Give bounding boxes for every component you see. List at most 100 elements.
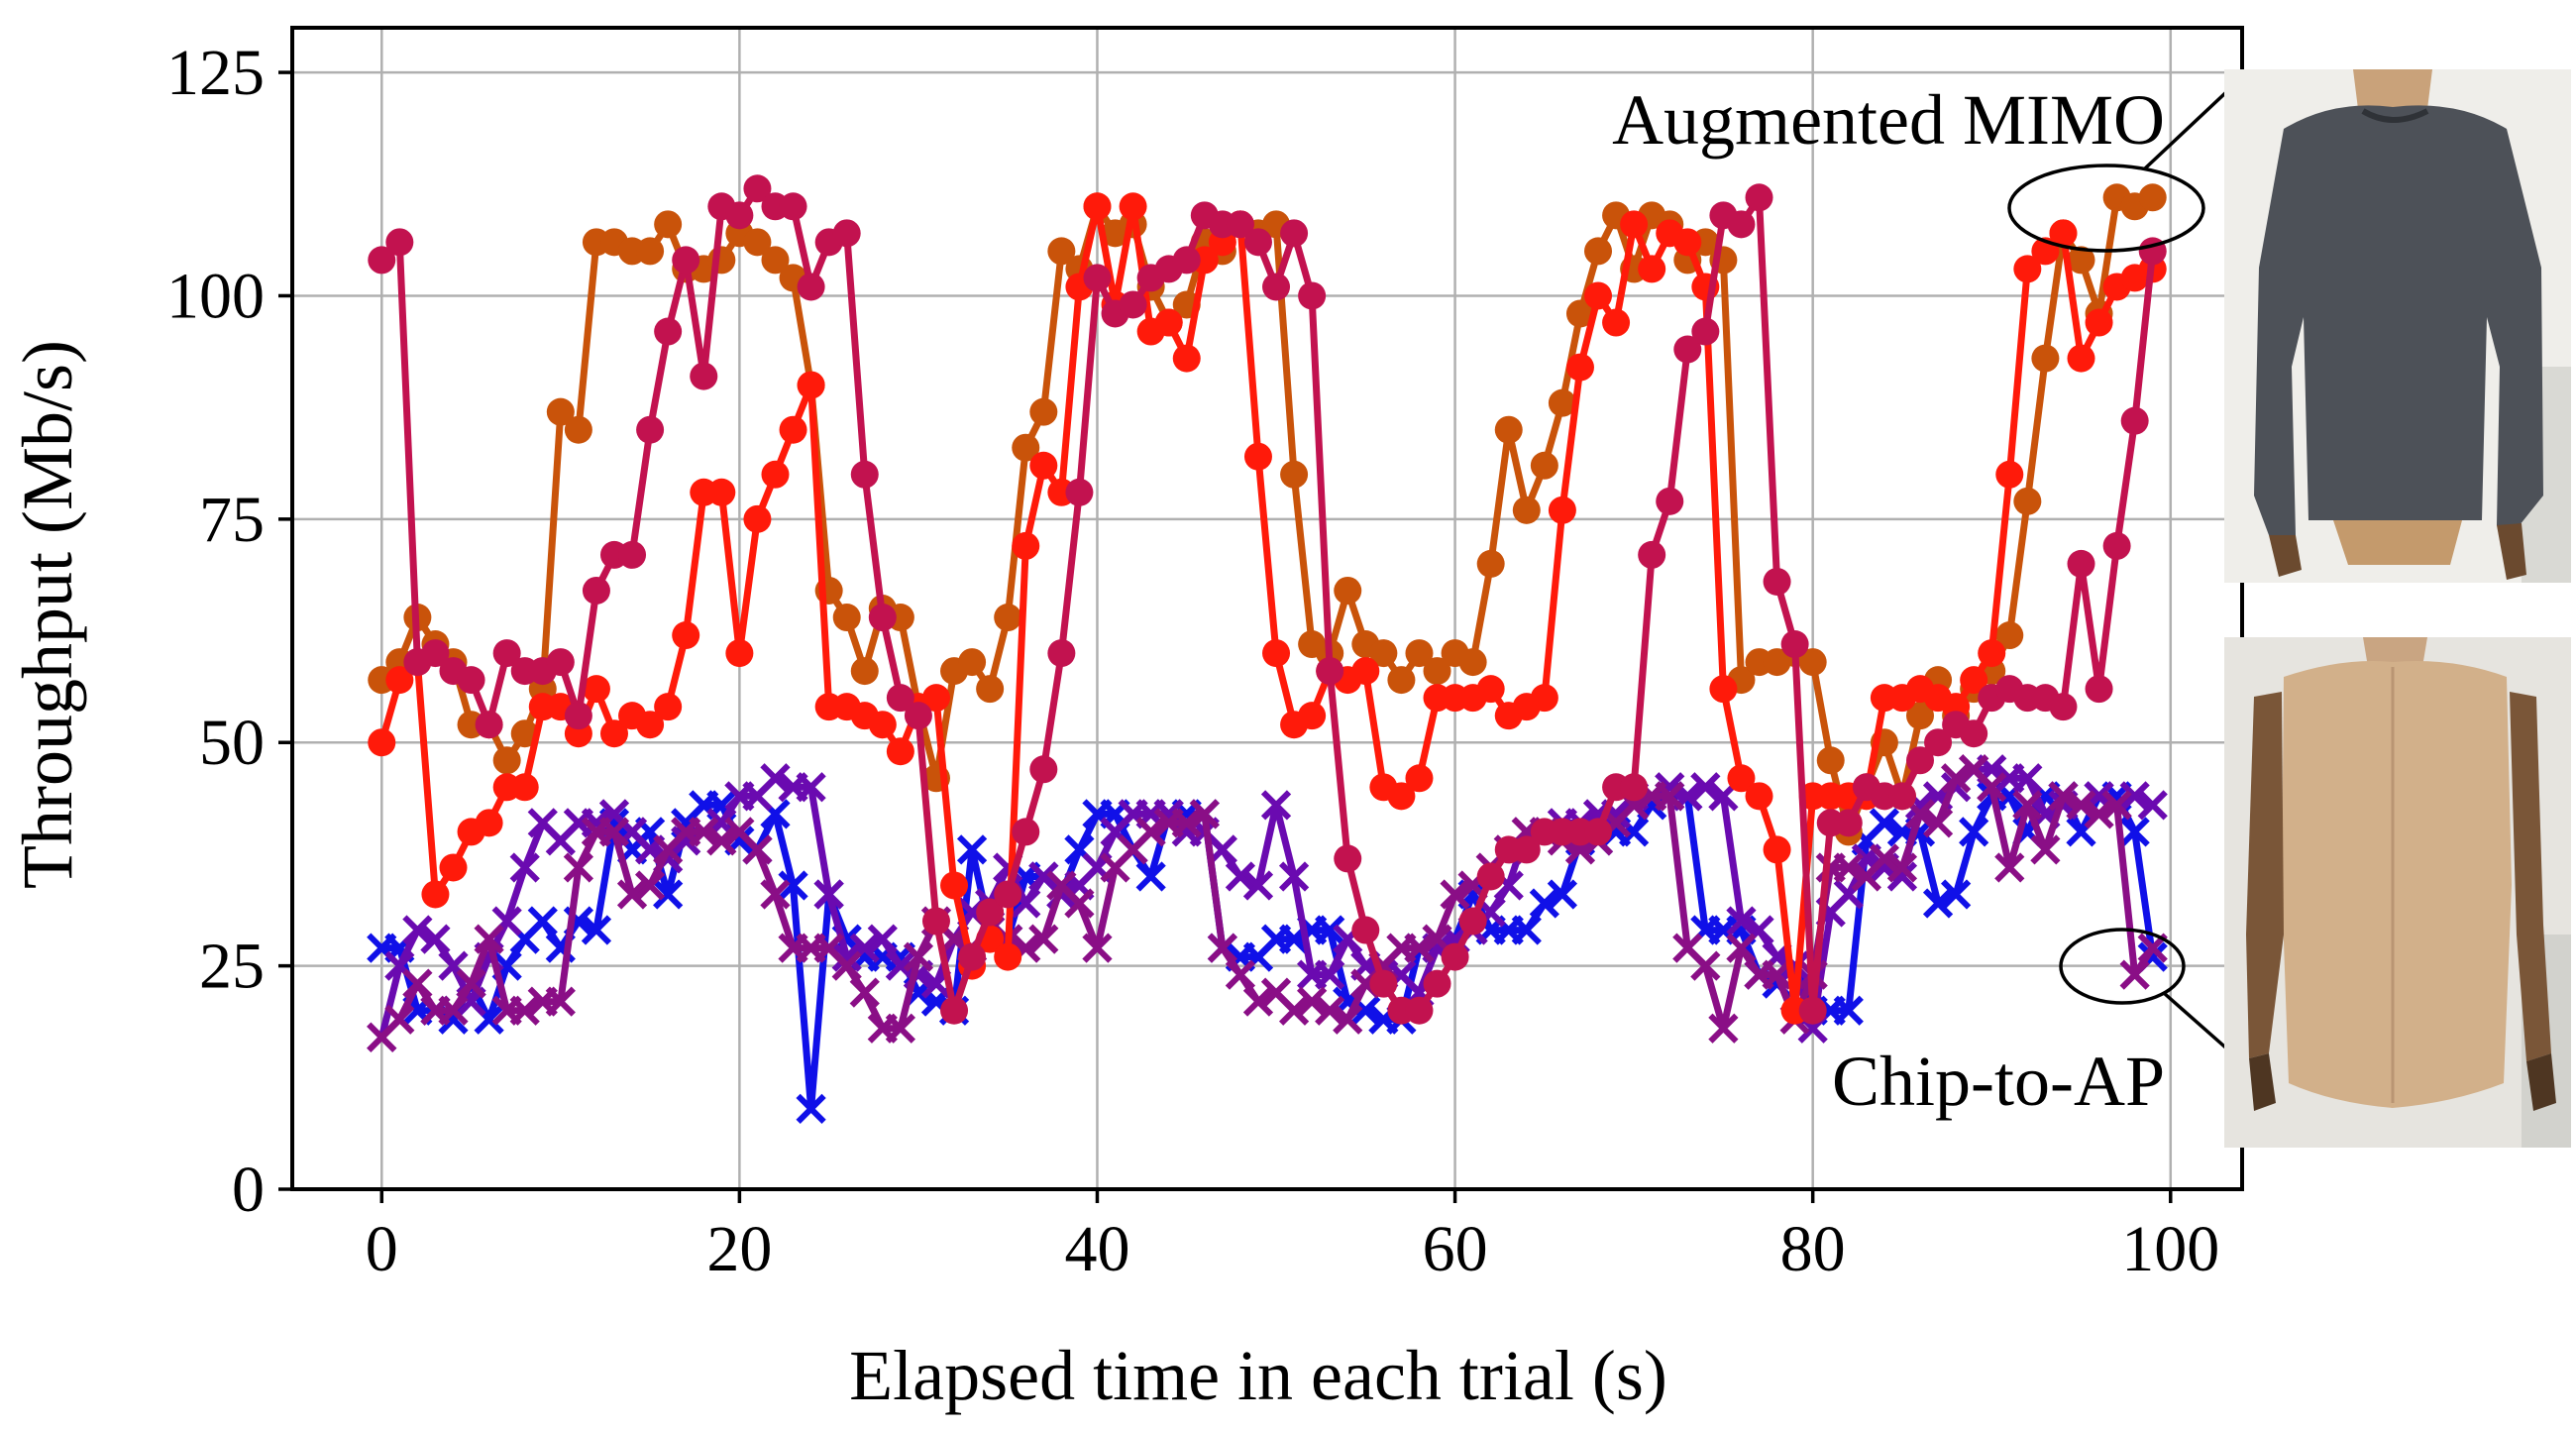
data-point (1530, 684, 1558, 713)
data-point (1977, 772, 2007, 803)
data-point (1529, 888, 1559, 919)
data-point (1189, 799, 1220, 829)
data-point (2119, 781, 2150, 812)
data-point (1690, 772, 1721, 803)
data-point (1816, 746, 1845, 775)
data-point (796, 772, 826, 803)
data-point (546, 648, 575, 677)
data-point (1726, 906, 1757, 937)
data-point (921, 907, 950, 936)
annotation-chip-to-ap-ellipse (2059, 928, 2186, 1005)
data-point (1315, 915, 1345, 945)
ticks: 0 20 40 60 80 100 0 25 50 75 100 125 (166, 37, 2219, 1285)
data-point (1994, 852, 2025, 883)
x-axis-title: Elapsed time in each trial (s) (849, 1336, 1667, 1415)
data-point (2101, 790, 2132, 821)
data-point (690, 362, 718, 390)
data-point (1476, 549, 1505, 578)
data-point (654, 317, 683, 346)
data-point (1423, 969, 1451, 998)
y-tick-label: 75 (199, 484, 265, 556)
data-point (1727, 764, 1756, 793)
data-point (1656, 487, 1684, 515)
data-point (1351, 916, 1380, 944)
data-point (1172, 246, 1201, 275)
annotation-augmented-mimo-label: Augmented MIMO (1612, 80, 2165, 160)
data-point (634, 870, 666, 901)
data-point (958, 942, 987, 971)
data-point (384, 1004, 415, 1035)
data-point (1029, 755, 1058, 784)
series-layer (367, 174, 2168, 1124)
data-point (1387, 782, 1416, 811)
data-point (994, 942, 1022, 971)
data-point (1512, 835, 1541, 864)
data-point (761, 246, 790, 275)
data-point (725, 639, 754, 668)
data-point (475, 809, 503, 837)
data-point (1298, 281, 1327, 310)
data-point (1745, 782, 1773, 811)
data-point (1369, 639, 1398, 668)
data-point (421, 639, 450, 668)
data-point (1351, 657, 1380, 686)
x-tick-label: 20 (706, 1213, 772, 1285)
data-point (385, 228, 414, 257)
data-point (994, 604, 1022, 632)
data-point (1727, 210, 1756, 239)
data-point (439, 853, 468, 882)
data-point (1119, 192, 1147, 221)
data-point (1262, 639, 1291, 668)
y-tick-label: 50 (199, 707, 265, 779)
data-point (850, 657, 879, 686)
data-point (832, 604, 861, 632)
x-tick-label: 80 (1780, 1213, 1846, 1285)
data-point (564, 702, 592, 730)
data-point (368, 246, 396, 275)
data-point (1280, 219, 1309, 248)
series-line (378, 184, 2157, 1015)
data-point (2085, 308, 2113, 337)
data-point (1405, 996, 1434, 1025)
data-point (1047, 237, 1076, 266)
data-point (616, 879, 648, 910)
plot-frame (290, 26, 2244, 1191)
data-point (1298, 702, 1327, 730)
x-tick-label: 60 (1423, 1213, 1488, 1285)
data-point (797, 273, 825, 301)
data-point (1082, 933, 1113, 963)
data-point (831, 950, 862, 981)
data-point (1726, 933, 1757, 963)
shirt-mannequin-illustration (2224, 69, 2571, 583)
data-point (1029, 451, 1058, 480)
data-point (1029, 397, 1058, 426)
data-point (1278, 861, 1310, 892)
data-point (1012, 433, 1040, 462)
data-point (1922, 888, 1954, 919)
data-point (618, 540, 647, 569)
data-point (850, 460, 879, 489)
data-point (1530, 451, 1558, 480)
data-point (1709, 675, 1738, 704)
data-point (778, 870, 808, 901)
data-point (940, 871, 969, 900)
data-point (672, 621, 700, 650)
y-tick-label: 25 (199, 931, 265, 1003)
data-point (885, 1013, 915, 1044)
data-point (1940, 763, 1972, 794)
annotation-chip-to-ap-label: Chip-to-AP (1832, 1042, 2165, 1121)
grid (292, 28, 2242, 1191)
data-point (672, 246, 700, 275)
data-point (654, 693, 683, 721)
data-point (2119, 817, 2150, 847)
data-point (1316, 657, 1344, 686)
data-point (1512, 496, 1541, 524)
data-point (1869, 843, 1900, 874)
data-point (1387, 666, 1416, 695)
data-point (849, 977, 880, 1008)
data-point (510, 773, 539, 802)
data-point (1745, 183, 1773, 212)
data-point (2067, 549, 2095, 578)
data-point (831, 941, 862, 972)
data-point (457, 666, 485, 695)
